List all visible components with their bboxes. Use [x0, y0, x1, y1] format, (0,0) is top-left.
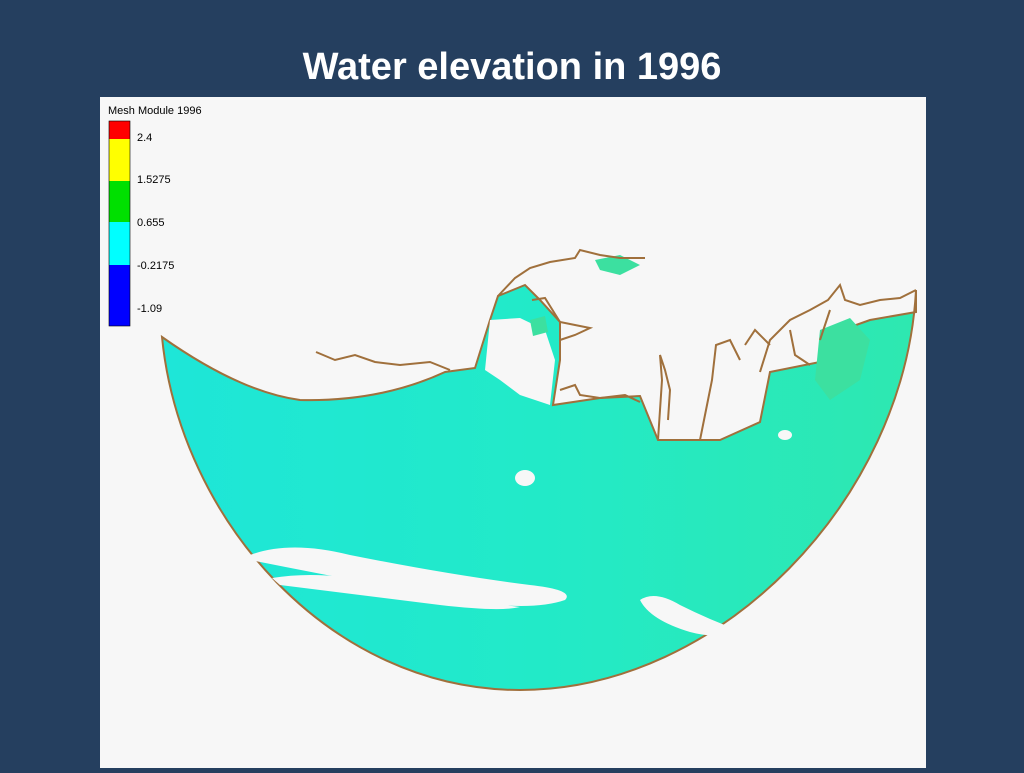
legend-swatch — [109, 181, 130, 222]
island — [778, 430, 792, 440]
legend-label: -1.09 — [137, 303, 162, 315]
bay — [815, 318, 870, 400]
legend-label: -0.2175 — [137, 260, 174, 272]
map: Mesh Module 1996 2.4 1.5275 0.655 -0.217… — [108, 105, 917, 692]
legend-title: Mesh Module 1996 — [108, 105, 202, 117]
legend-swatch — [109, 139, 130, 181]
legend-label: 1.5275 — [137, 174, 171, 186]
slide-title: Water elevation in 1996 — [302, 46, 722, 88]
legend-swatch — [109, 265, 130, 326]
legend-frame — [108, 120, 131, 327]
legend-swatch — [109, 222, 130, 265]
legend-label: 2.4 — [137, 132, 152, 144]
legend-label: 0.655 — [137, 217, 165, 229]
rivers — [315, 248, 917, 441]
legend-swatch — [109, 121, 130, 139]
bay — [530, 255, 640, 336]
island — [272, 574, 520, 610]
island — [250, 547, 567, 606]
land — [485, 318, 555, 405]
island — [515, 470, 535, 486]
island — [640, 596, 738, 636]
map-panel: Mesh Module 1996 2.4 1.5275 0.655 -0.217… — [100, 97, 926, 768]
